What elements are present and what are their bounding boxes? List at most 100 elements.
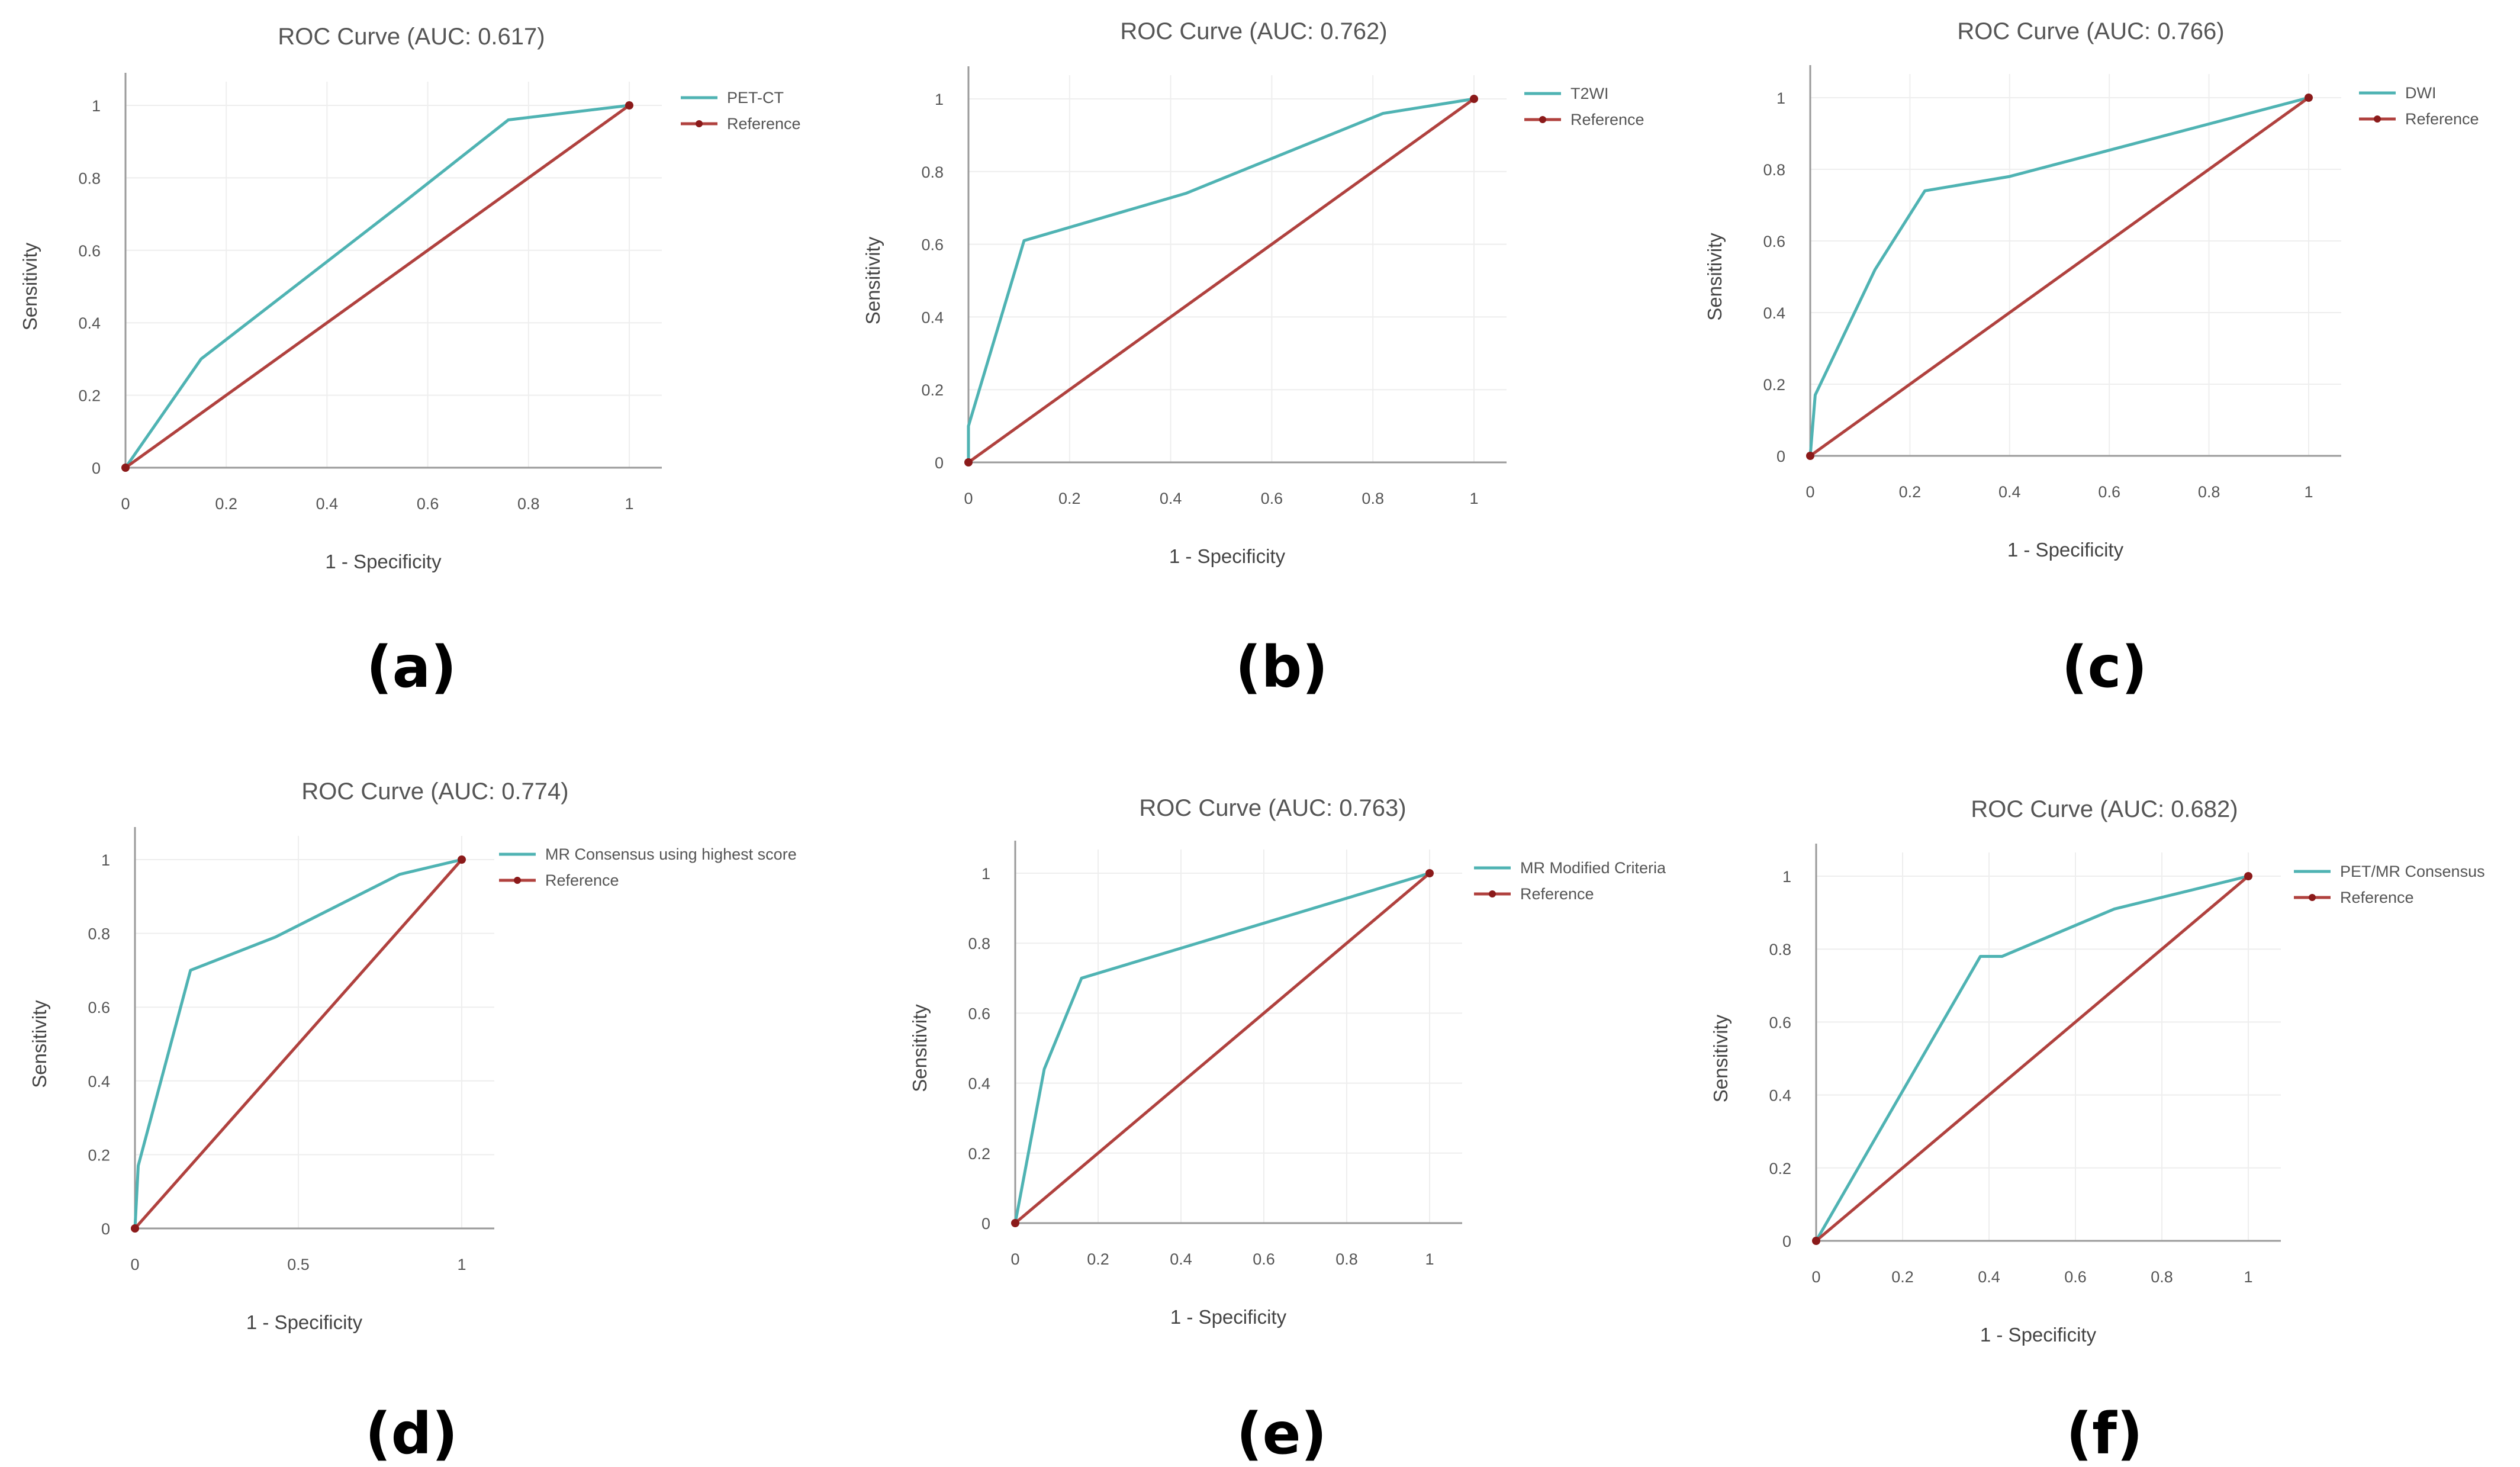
x-tick-label: 0: [121, 495, 130, 513]
y-axis-label: Sensitivity: [862, 236, 884, 324]
panel-letter: (d): [365, 1401, 458, 1467]
x-tick-label: 0.4: [1978, 1268, 2000, 1286]
roc-curve-line: [1013, 871, 1430, 1224]
x-tick-label: 0: [130, 1256, 139, 1273]
x-tick-label: 1: [2244, 1268, 2252, 1286]
roc-curve-line: [967, 97, 1475, 462]
reference-point: [1812, 1237, 1820, 1245]
panel-letter: (c): [2062, 634, 2148, 700]
legend-label: Reference: [2340, 889, 2414, 906]
chart-title: ROC Curve (AUC: 0.774): [301, 778, 568, 805]
x-axis-label: 1 - Specificity: [1170, 1306, 1287, 1328]
legend-label: Reference: [545, 871, 619, 889]
y-tick-label: 0.6: [921, 236, 944, 254]
roc-curve-line: [1808, 96, 2309, 456]
reference-point: [964, 458, 973, 467]
y-tick-label: 0.2: [1763, 376, 1785, 394]
y-tick-label: 1: [1776, 89, 1785, 107]
chart-panel-2: 0 0.2 0.4 0.6 0.8 1 0 0.2 0.4 0.6 0.8 1 ROC Curve (A…: [862, 18, 1644, 700]
y-tick-label: 0.6: [88, 999, 110, 1016]
y-tick-label: 0: [935, 454, 944, 472]
reference-line: [1809, 96, 2310, 458]
y-tick-label: 0.8: [968, 935, 990, 953]
y-tick-label: 0.2: [921, 381, 944, 399]
x-axis-label: 1 - Specificity: [325, 551, 442, 572]
chart-title: ROC Curve (AUC: 0.763): [1139, 795, 1406, 821]
y-tick-label: 0: [1776, 448, 1785, 465]
x-axis-label: 1 - Specificity: [2007, 539, 2124, 561]
reference-point: [1425, 869, 1434, 877]
roc-curve-line: [133, 858, 462, 1229]
y-tick-label: 0.8: [1763, 161, 1785, 179]
y-tick-label: 0: [101, 1220, 110, 1238]
x-tick-label: 0: [964, 490, 973, 507]
x-axis-label: 1 - Specificity: [1980, 1324, 2097, 1346]
legend-marker: [514, 877, 521, 884]
y-tick-label: 1: [935, 91, 944, 108]
reference-line: [967, 97, 1475, 464]
chart-panel-4: 0 0.5 1 0 0.2 0.4 0.6 0.8 1 ROC Curve (AUC: 0.774…: [28, 778, 797, 1467]
y-axis-label: Sensitivity: [1710, 1014, 1732, 1102]
y-tick-label: 0.4: [968, 1075, 990, 1093]
legend-marker: [1539, 116, 1546, 123]
y-tick-label: 0.8: [78, 169, 101, 187]
reference-point: [2305, 94, 2313, 102]
y-tick-label: 1: [981, 865, 990, 883]
legend-label: DWI: [2405, 84, 2436, 102]
reference-point: [131, 1224, 139, 1233]
reference-point: [1470, 95, 1478, 103]
x-tick-label: 0: [1805, 483, 1814, 501]
reference-point: [625, 101, 633, 110]
legend-label: Reference: [1570, 111, 1644, 128]
panel-letter: (f): [2066, 1401, 2143, 1467]
reference-point: [1011, 1219, 1019, 1227]
y-axis-label: Sensitivity: [19, 242, 41, 330]
reference-point: [458, 855, 466, 864]
x-tick-label: 0.8: [1362, 490, 1384, 507]
x-tick-label: 0.4: [1170, 1250, 1192, 1268]
legend-label: Reference: [2405, 110, 2479, 128]
y-tick-label: 0: [92, 459, 101, 477]
x-tick-label: 0.2: [1058, 490, 1081, 507]
x-tick-label: 0: [1811, 1268, 1820, 1286]
x-axis-label: 1 - Specificity: [1169, 545, 1286, 567]
chart-panel-5: 0 0.2 0.4 0.6 0.8 1 0 0.2 0.4 0.6 0.8 1 ROC Curve (A…: [909, 795, 1666, 1467]
x-tick-label: 0.8: [2151, 1268, 2173, 1286]
y-tick-label: 0.4: [78, 314, 101, 332]
roc-curve-line: [124, 104, 630, 469]
y-tick-label: 0.6: [968, 1005, 990, 1022]
y-tick-label: 0.8: [921, 163, 944, 181]
y-tick-label: 0: [1782, 1233, 1791, 1250]
x-tick-label: 0.2: [215, 495, 237, 513]
chart-panel-1: 0 0.2 0.4 0.6 0.8 1 0 0.2 0.4 0.6 0.8 1 ROC Curve (A…: [19, 24, 801, 700]
legend-label: MR Consensus using highest score: [545, 845, 797, 863]
y-tick-label: 0.4: [88, 1073, 110, 1090]
y-tick-label: 0.4: [921, 308, 944, 326]
chart-title: ROC Curve (AUC: 0.766): [1957, 18, 2224, 44]
x-axis-label: 1 - Specificity: [246, 1311, 363, 1333]
x-tick-label: 0.6: [1253, 1250, 1275, 1268]
reference-point: [121, 464, 130, 472]
legend-label: MR Modified Criteria: [1520, 859, 1666, 877]
y-tick-label: 1: [101, 851, 110, 869]
x-tick-label: 0.2: [1899, 483, 1922, 501]
x-tick-label: 0.6: [1261, 490, 1283, 507]
y-tick-label: 0.4: [1769, 1087, 1791, 1105]
panel-letter: (b): [1235, 634, 1328, 700]
y-tick-label: 1: [92, 97, 101, 115]
roc-curve-line: [1814, 874, 2249, 1242]
x-tick-label: 0.2: [1891, 1268, 1914, 1286]
y-tick-label: 0.2: [1769, 1160, 1791, 1178]
x-tick-label: 0.8: [1335, 1250, 1358, 1268]
x-tick-label: 0.2: [1087, 1250, 1109, 1268]
x-tick-label: 0.5: [287, 1256, 310, 1273]
y-tick-label: 0.8: [88, 925, 110, 943]
legend-label: PET/MR Consensus: [2340, 863, 2485, 880]
chart-title: ROC Curve (AUC: 0.682): [1971, 796, 2238, 822]
chart-panel-3: 0 0.2 0.4 0.6 0.8 1 0 0.2 0.4 0.6 0.8 1 ROC Curve (A…: [1704, 18, 2479, 700]
y-tick-label: 0.6: [1763, 233, 1785, 250]
panel-letter: (a): [366, 634, 457, 700]
x-tick-label: 0.6: [417, 495, 439, 513]
x-tick-label: 1: [625, 495, 633, 513]
y-axis-label: Sensitivity: [1704, 233, 1726, 321]
